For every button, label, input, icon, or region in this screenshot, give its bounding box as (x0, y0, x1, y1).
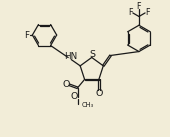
Text: F: F (24, 31, 30, 40)
Text: S: S (89, 50, 95, 59)
Text: CH₃: CH₃ (82, 102, 94, 108)
Text: HN: HN (64, 52, 77, 61)
Text: O: O (95, 89, 103, 98)
Text: O: O (71, 92, 78, 101)
Text: O: O (63, 80, 70, 89)
Text: F: F (128, 8, 133, 17)
Text: F: F (145, 8, 150, 17)
Text: F: F (137, 2, 141, 11)
